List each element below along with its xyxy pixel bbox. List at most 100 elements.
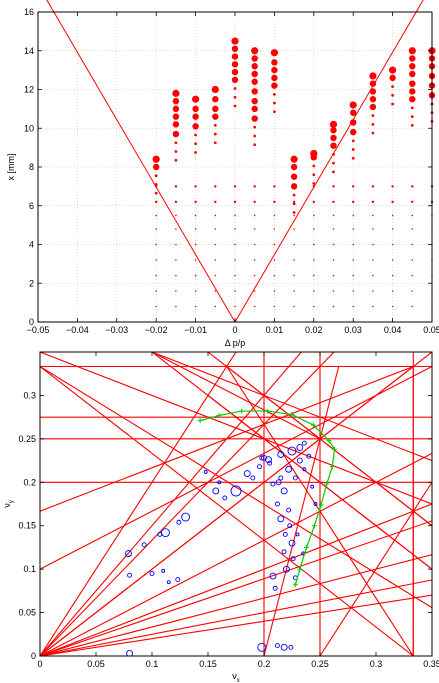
chart2-tune-circle bbox=[162, 569, 165, 572]
chart2-tune-circle bbox=[213, 488, 219, 494]
chart2-track-line bbox=[200, 411, 334, 585]
chart1-point-medium bbox=[214, 133, 217, 136]
chart1-point-small bbox=[372, 259, 374, 261]
chart1-point-large bbox=[271, 49, 278, 56]
chart1-point-large bbox=[173, 131, 179, 137]
chart1-point-small bbox=[391, 201, 393, 203]
chart1-point-small bbox=[352, 215, 354, 217]
chart1-point-small bbox=[215, 228, 217, 230]
chart2-tune-circle bbox=[258, 465, 262, 469]
chart1-point-small bbox=[412, 275, 414, 277]
chart1-point-small bbox=[293, 306, 295, 308]
chart1-x-tick-label: −0.01 bbox=[184, 325, 207, 335]
chart1-point-medium bbox=[155, 174, 158, 177]
chart2-resonance-line bbox=[320, 482, 432, 656]
chart1-point-small bbox=[155, 306, 157, 308]
chart1-point-small bbox=[214, 185, 216, 187]
chart2-tune-circle bbox=[176, 578, 180, 582]
chart1-point-small bbox=[352, 290, 354, 292]
chart1-point-small bbox=[155, 275, 157, 277]
chart2-tune-circle bbox=[289, 645, 293, 649]
chart1-point-large bbox=[173, 121, 179, 127]
chart1-point-large bbox=[370, 88, 376, 94]
chart1-point-small bbox=[332, 201, 334, 203]
chart1-point-small bbox=[333, 259, 335, 261]
chart1-point-large bbox=[409, 63, 415, 69]
chart1-point-small bbox=[155, 259, 157, 261]
chart1-point-small bbox=[274, 228, 276, 230]
chart2-resonance-line bbox=[40, 367, 432, 570]
chart1-point-small bbox=[195, 228, 197, 230]
chart1-point-small bbox=[293, 244, 295, 246]
chart2-y-tick-label: 0.3 bbox=[23, 390, 36, 400]
chart2-track-marker bbox=[304, 545, 309, 550]
chart2-y-axis-label: νy bbox=[2, 500, 15, 508]
chart1-point-small bbox=[254, 306, 256, 308]
chart1-y-axis-label: x [mm] bbox=[6, 154, 16, 181]
chart1-point-small bbox=[234, 259, 236, 261]
chart1-point-small bbox=[254, 201, 256, 203]
chart1-point-medium bbox=[391, 94, 394, 97]
chart1-point-large bbox=[173, 98, 179, 104]
chart2-tune-circle bbox=[223, 496, 227, 500]
chart2-resonance-line bbox=[40, 352, 432, 656]
chart2-tune-circle bbox=[281, 644, 287, 650]
chart2-track-marker bbox=[319, 502, 324, 507]
chart1-point-small bbox=[234, 244, 236, 246]
chart1-point-small bbox=[372, 185, 374, 187]
chart1-point-large bbox=[252, 79, 258, 85]
chart2-tune-circle bbox=[297, 445, 303, 451]
chart1-point-small bbox=[333, 275, 335, 277]
chart1-point-small bbox=[215, 306, 217, 308]
chart1-point-large bbox=[212, 106, 218, 112]
chart1-point-small bbox=[412, 228, 414, 230]
chart2-tune-circle bbox=[286, 466, 292, 472]
chart2-track-marker bbox=[198, 418, 203, 423]
chart1-point-large bbox=[252, 115, 258, 121]
chart1-point-medium bbox=[175, 159, 178, 162]
chart1-point-small bbox=[392, 275, 394, 277]
chart1-point-medium bbox=[194, 134, 197, 137]
chart1-point-medium bbox=[391, 85, 394, 88]
chart1-point-small bbox=[352, 228, 354, 230]
chart1-point-small bbox=[155, 290, 157, 292]
chart1-point-small bbox=[293, 228, 295, 230]
chart1-point-large bbox=[370, 80, 376, 86]
chart2-x-tick-label: 0.35 bbox=[423, 659, 439, 669]
chart1-points bbox=[153, 37, 436, 307]
chart2-x-ticks: 0 0.05 0.1 0.15 0.2 0.25 0.3 0.35 bbox=[37, 352, 439, 669]
chart1-point-small bbox=[215, 244, 217, 246]
chart1-point-small bbox=[234, 306, 236, 308]
chart1-point-small bbox=[313, 290, 315, 292]
chart1-point-medium bbox=[273, 110, 276, 113]
chart1-point-small bbox=[195, 244, 197, 246]
chart1-point-medium bbox=[273, 93, 276, 96]
chart1-point-small bbox=[215, 275, 217, 277]
chart2-tune-circle bbox=[204, 470, 207, 473]
chart2-resonance-line bbox=[40, 580, 432, 656]
chart1-point-small bbox=[274, 215, 276, 217]
chart1-point-large bbox=[370, 96, 376, 102]
chart1-point-large bbox=[231, 37, 238, 44]
chart1-point-small bbox=[372, 290, 374, 292]
chart2-tune-circle bbox=[282, 550, 286, 554]
chart1-point-small bbox=[372, 306, 374, 308]
chart2-y-tick-label: 0.25 bbox=[18, 434, 36, 444]
chart1-point-small bbox=[412, 290, 414, 292]
chart1-x-tick-label: 0.02 bbox=[305, 325, 323, 335]
chart2-resonance-line bbox=[152, 352, 320, 439]
chart2-x-tick-label: 0.1 bbox=[146, 659, 159, 669]
chart2-tune-circle bbox=[287, 508, 291, 512]
chart1-point-medium bbox=[411, 107, 414, 110]
chart2-tune-circle bbox=[167, 581, 170, 584]
chart1-point-medium bbox=[352, 139, 355, 142]
chart1-point-small bbox=[412, 259, 414, 261]
chart1-point-medium bbox=[372, 114, 375, 117]
chart2-tune-circle bbox=[177, 520, 181, 524]
chart1-point-small bbox=[392, 290, 394, 292]
chart1-point-large bbox=[330, 121, 337, 128]
chart1-point-small bbox=[195, 306, 197, 308]
chart1-point-medium bbox=[194, 142, 197, 145]
chart1-point-small bbox=[195, 275, 197, 277]
